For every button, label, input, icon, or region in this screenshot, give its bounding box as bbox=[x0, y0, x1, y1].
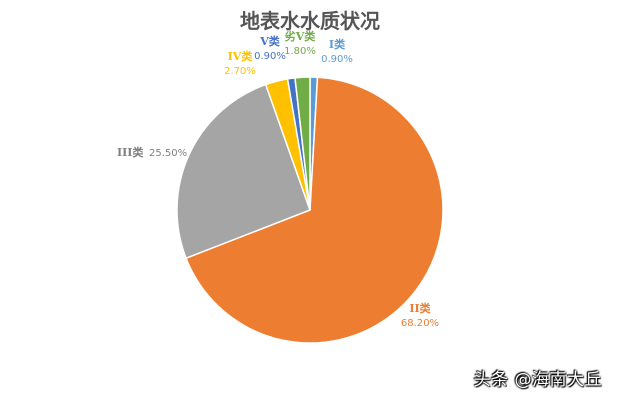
slice-value-label: 68.20% bbox=[401, 318, 439, 329]
pie-labels: I类 0.90% II类 68.20% III类 25.50% IV类 2.70% V类 0.90… bbox=[117, 29, 439, 329]
pie-slice-6 bbox=[294, 76, 311, 211]
slice-value-label: 2.70% bbox=[224, 66, 256, 77]
slice-category-label: IV类 bbox=[228, 49, 254, 63]
slice-category-label: II类 bbox=[409, 301, 431, 315]
watermark: 头条 @海南大丘 bbox=[473, 370, 602, 390]
slice-value-label: 1.80% bbox=[284, 46, 316, 57]
slice-category-label: V类 bbox=[259, 34, 281, 48]
slice-value-label: 25.50% bbox=[149, 148, 187, 159]
pie-slice-3 bbox=[176, 83, 311, 260]
pie-slices bbox=[176, 76, 444, 344]
slice-value-label: 0.90% bbox=[254, 51, 286, 62]
slice-category-label: III类 bbox=[117, 145, 144, 159]
slice-category-label: I类 bbox=[329, 37, 346, 51]
chart-title: 地表水水质状况 bbox=[240, 9, 380, 33]
slice-value-label: 0.90% bbox=[321, 54, 353, 65]
pie-slice-2 bbox=[185, 76, 444, 344]
slice-category-label: 劣V类 bbox=[285, 29, 317, 43]
